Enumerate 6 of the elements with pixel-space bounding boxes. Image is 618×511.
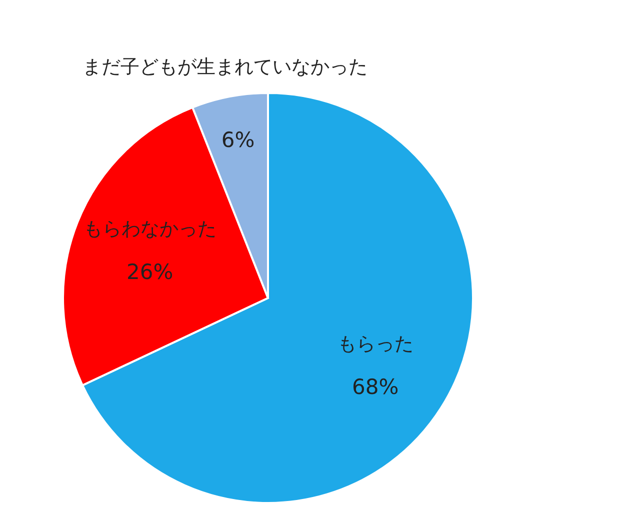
data-label: 68% — [352, 375, 399, 400]
data-label: 6% — [221, 128, 255, 152]
slice-label: もらわなかった — [83, 218, 216, 240]
slice-label: もらった — [337, 333, 414, 356]
data-label: 26% — [126, 260, 174, 284]
slice-label: まだ子どもが生まれていなかった — [82, 56, 368, 78]
